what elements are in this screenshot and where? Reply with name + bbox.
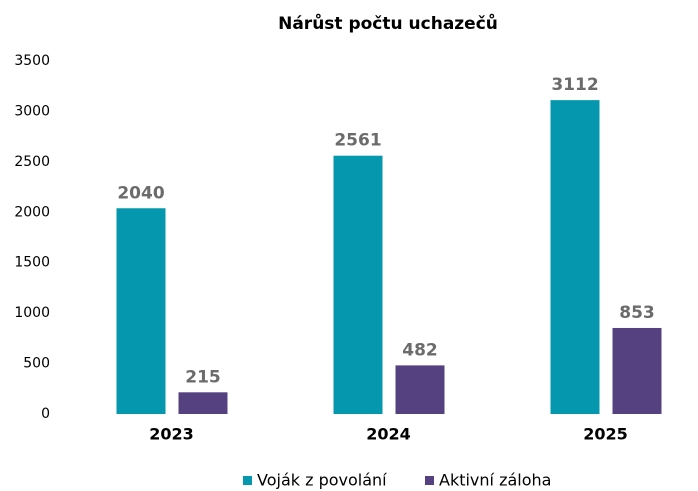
value-label: 2040 <box>117 183 164 203</box>
chart-title: Nárůst počtu uchazečů <box>278 12 498 34</box>
x-tick-label: 2025 <box>583 425 628 444</box>
value-label: 482 <box>402 340 438 360</box>
legend-swatch <box>243 476 252 485</box>
x-tick-label: 2024 <box>366 425 411 444</box>
value-label: 3112 <box>551 75 598 95</box>
bar <box>116 208 166 414</box>
y-tick-label: 2000 <box>14 204 50 220</box>
bar <box>178 392 228 414</box>
y-tick-label: 1000 <box>14 305 50 321</box>
legend-label: Aktivní záloha <box>439 471 551 490</box>
x-tick-label: 2023 <box>149 425 194 444</box>
bar <box>550 100 600 414</box>
value-label: 2561 <box>334 131 381 151</box>
value-label: 215 <box>185 367 221 387</box>
y-tick-label: 3500 <box>14 53 50 69</box>
y-tick-label: 3000 <box>14 103 50 119</box>
y-tick-label: 0 <box>41 406 50 422</box>
y-tick-label: 500 <box>23 356 50 372</box>
legend-label: Voják z povolání <box>257 471 387 490</box>
bar <box>612 327 662 414</box>
bar <box>395 365 445 414</box>
y-tick-label: 2500 <box>14 154 50 170</box>
bar <box>333 155 383 414</box>
value-label: 853 <box>619 303 655 323</box>
y-tick-label: 1500 <box>14 255 50 271</box>
legend-swatch <box>425 476 434 485</box>
